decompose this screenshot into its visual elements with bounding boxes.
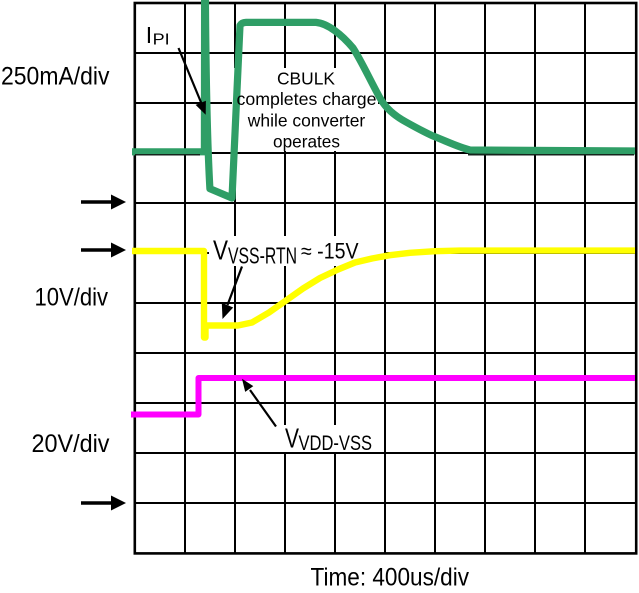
svg-text:CBULK: CBULK	[277, 69, 335, 89]
svg-text:VSS-RTN: VSS-RTN	[228, 242, 297, 268]
svg-text:I: I	[146, 22, 152, 48]
svg-text:V: V	[213, 234, 229, 265]
svg-text:250mA/div: 250mA/div	[1, 63, 110, 91]
svg-text:completes charge: completes charge	[237, 89, 377, 109]
svg-text:PI: PI	[153, 32, 170, 49]
svg-text:Time: 400us/div: Time: 400us/div	[311, 564, 470, 592]
svg-text:≈ -15V: ≈ -15V	[301, 239, 359, 264]
svg-text:VDD-VSS: VDD-VSS	[299, 432, 373, 455]
svg-text:operates: operates	[273, 131, 340, 151]
svg-text:while converter: while converter	[247, 110, 366, 130]
svg-text:10V/div: 10V/div	[35, 284, 109, 312]
svg-text:V: V	[285, 423, 300, 454]
svg-text:20V/div: 20V/div	[32, 430, 110, 458]
